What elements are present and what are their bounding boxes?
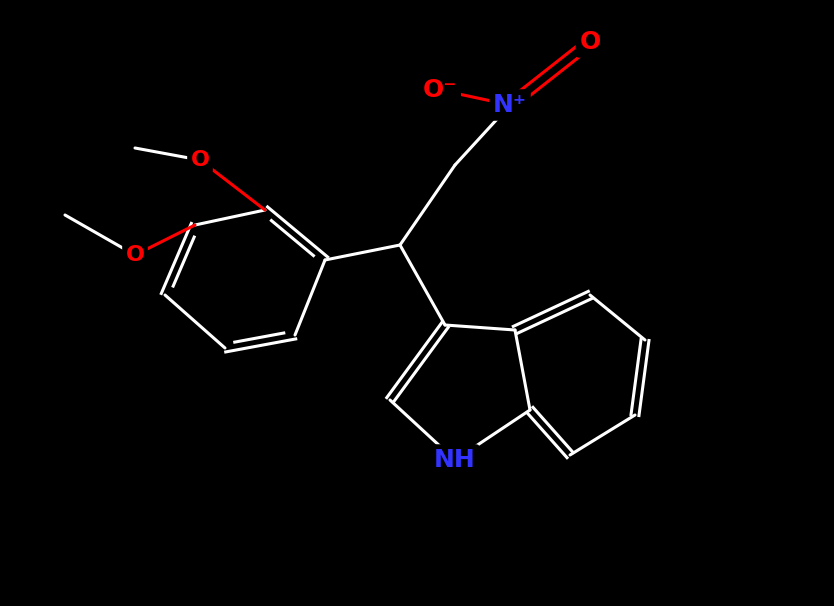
Text: N⁺: N⁺	[493, 93, 527, 117]
Text: O: O	[580, 30, 600, 54]
Text: O: O	[125, 245, 144, 265]
Text: O⁻: O⁻	[423, 78, 457, 102]
Text: NH: NH	[435, 448, 476, 472]
Text: O: O	[190, 150, 209, 170]
